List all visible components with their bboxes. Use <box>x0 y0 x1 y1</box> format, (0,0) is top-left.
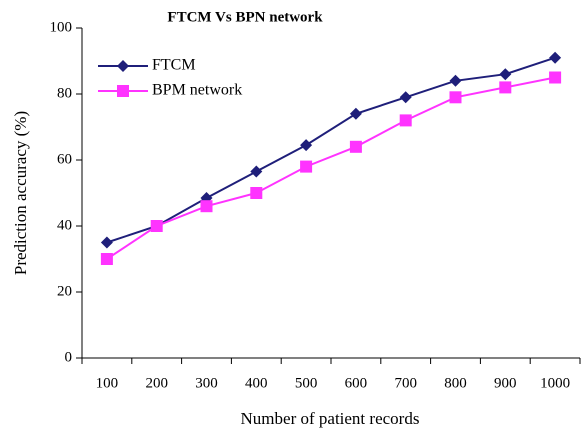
marker <box>300 160 313 173</box>
x-tick-label: 500 <box>295 375 318 391</box>
series-line <box>106 56 556 244</box>
x-tick-label: 300 <box>195 375 218 391</box>
y-tick-label: 80 <box>57 85 72 101</box>
marker <box>549 51 562 64</box>
marker <box>499 68 512 81</box>
marker <box>349 140 362 153</box>
marker <box>399 91 412 104</box>
x-tick-label: 700 <box>394 375 417 391</box>
x-tick-label: 1000 <box>540 375 570 391</box>
marker <box>549 71 562 84</box>
marker <box>250 165 263 178</box>
chart-title: FTCM Vs BPN network <box>167 9 323 25</box>
marker <box>349 107 362 120</box>
marker <box>150 220 163 232</box>
marker <box>117 60 129 72</box>
marker <box>399 114 412 127</box>
y-tick-label: 100 <box>50 19 73 35</box>
x-tick-label: 800 <box>444 375 467 391</box>
series-line <box>106 76 556 260</box>
marker <box>300 139 313 152</box>
marker <box>117 85 129 97</box>
x-tick-label: 600 <box>345 375 368 391</box>
y-tick-label: 20 <box>57 283 72 299</box>
x-tick-label: 400 <box>245 375 268 391</box>
y-tick-label: 60 <box>57 151 72 167</box>
x-axis-label: Number of patient records <box>241 409 420 428</box>
x-tick-label: 100 <box>96 375 119 391</box>
marker <box>449 91 462 104</box>
marker <box>100 236 113 249</box>
marker <box>449 74 462 87</box>
x-tick-label: 900 <box>494 375 517 391</box>
y-tick-label: 40 <box>57 217 72 233</box>
legend-label: FTCM <box>152 57 196 74</box>
marker <box>250 187 263 199</box>
y-tick-label: 0 <box>65 349 73 365</box>
y-axis-label: Prediction accuracy (%) <box>11 111 30 275</box>
x-tick-label: 200 <box>145 375 168 391</box>
marker <box>200 200 213 213</box>
legend-label: BPM network <box>152 82 242 99</box>
marker <box>100 253 113 265</box>
marker <box>499 81 512 94</box>
